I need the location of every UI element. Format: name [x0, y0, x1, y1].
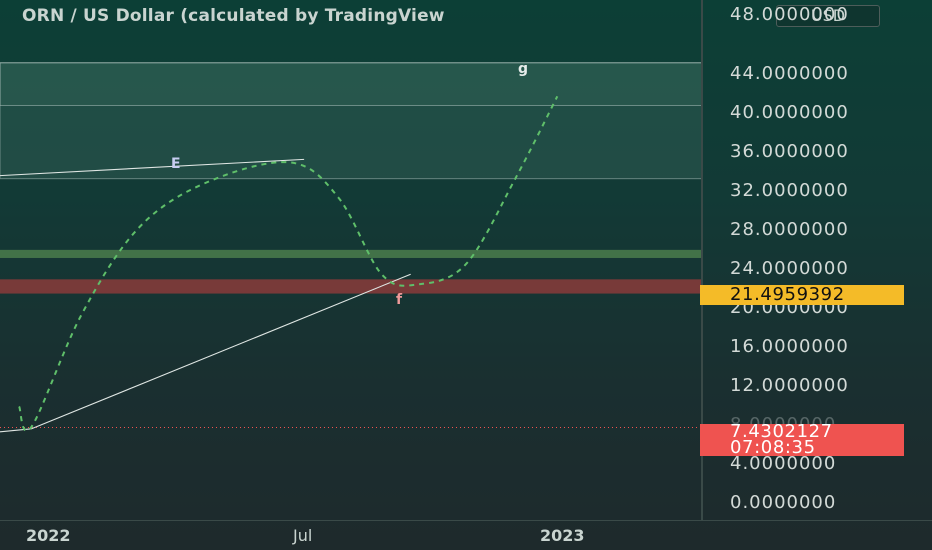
symbol-title[interactable]: ORN / US Dollar (calculated by TradingVi…: [22, 6, 445, 26]
price-zone: [0, 62, 702, 180]
price-tick: 48.0000000: [730, 4, 849, 25]
price-zone: [0, 279, 702, 294]
chart-canvas[interactable]: [0, 0, 702, 520]
wave-label-f: f: [396, 292, 403, 308]
wave-label-g: g: [518, 61, 529, 77]
projection-line: [18, 95, 559, 432]
current-price-tag: 21.4959392: [700, 285, 904, 305]
trendline: [0, 158, 305, 177]
price-tick: 24.0000000: [730, 258, 849, 279]
last-price-tag: 7.4302127 07:08:35: [700, 421, 904, 458]
price-tick: 0.0000000: [730, 492, 837, 513]
price-tick: 4.0000000: [730, 453, 837, 474]
time-axis[interactable]: [0, 520, 932, 550]
price-zone: [0, 62, 702, 106]
wave-label-e: E: [171, 156, 181, 172]
price-tick: 44.0000000: [730, 63, 849, 84]
last-price-value: 7.4302127: [730, 421, 833, 442]
trendline: [0, 428, 32, 433]
trendline: [31, 273, 411, 430]
price-scale[interactable]: [702, 0, 932, 520]
price-tick: 36.0000000: [730, 141, 849, 162]
currency-button[interactable]: USD: [776, 5, 880, 27]
bar-countdown: 07:08:35: [730, 437, 816, 458]
price-tick: 16.0000000: [730, 336, 849, 357]
price-tick: 12.0000000: [730, 375, 849, 396]
price-tick: 40.0000000: [730, 102, 849, 123]
price-tick: 28.0000000: [730, 219, 849, 240]
price-tick: 32.0000000: [730, 180, 849, 201]
price-zone: [0, 249, 702, 258]
time-label-2023: 2023: [540, 526, 585, 545]
chart-area[interactable]: ORN / US Dollar (calculated by TradingVi…: [0, 0, 702, 520]
time-label-2022: 2022: [26, 526, 71, 545]
time-label-jul: Jul: [293, 526, 313, 545]
